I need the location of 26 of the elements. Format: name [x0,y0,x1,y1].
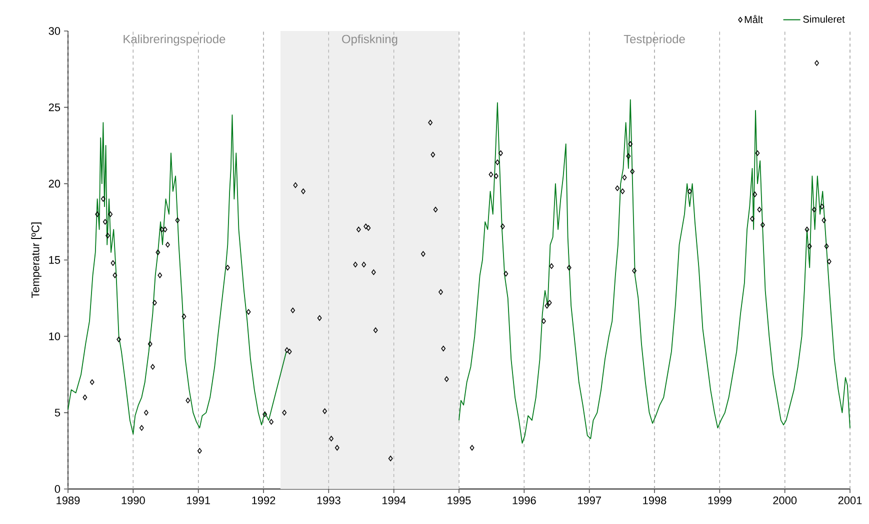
x-tick-label: 1994 [382,496,406,504]
y-tick-label: 20 [48,180,60,188]
y-axis-title: Temperatur [ºC] [31,222,42,298]
annotation: Testperiode [624,34,685,46]
x-tick-label: 1997 [578,496,601,504]
x-tick-label: 1991 [186,496,210,504]
y-tick-label: 0 [54,485,60,493]
y-tick-label: 30 [48,27,60,35]
x-tick-label: 2001 [838,496,862,504]
y-tick-label: 25 [48,103,60,112]
legend-label: Simuleret [803,15,845,23]
band-label: Opfiskning [342,34,398,46]
x-tick-label: 1989 [56,496,80,504]
x-tick-label: 1999 [708,496,732,504]
x-tick-label: 1998 [643,496,666,504]
y-tick-label: 5 [54,408,60,416]
x-tick-label: 2000 [773,496,797,504]
x-tick-label: 1993 [317,496,340,504]
annotation: Kalibreringsperiode [124,34,226,46]
x-tick-label: 1990 [122,496,145,504]
y-tick-label: 15 [49,256,60,264]
x-tick-label: 1992 [252,496,276,504]
x-tick-label: 1995 [448,496,471,504]
legend-label: Målt [744,14,763,24]
y-tick-label: 10 [49,332,60,340]
x-tick-label: 1996 [512,496,536,504]
